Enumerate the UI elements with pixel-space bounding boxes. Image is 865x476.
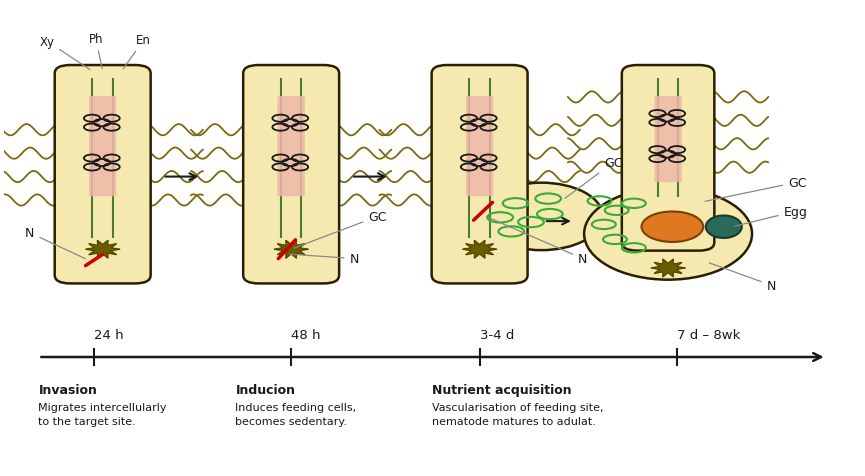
Text: Vascularisation of feeding site,
nematode matures to adulat.: Vascularisation of feeding site, nematod… — [432, 402, 604, 426]
Text: Ph: Ph — [88, 33, 103, 69]
Text: 3-4 d: 3-4 d — [479, 328, 514, 341]
Text: Induces feeding cells,
becomes sedentary.: Induces feeding cells, becomes sedentary… — [235, 402, 356, 426]
Text: N: N — [709, 263, 776, 292]
Text: Invasion: Invasion — [38, 383, 97, 396]
Text: N: N — [290, 253, 359, 266]
FancyBboxPatch shape — [243, 66, 339, 284]
Text: Inducion: Inducion — [235, 383, 296, 396]
Text: Migrates intercellularly
to the target site.: Migrates intercellularly to the target s… — [38, 402, 167, 426]
FancyBboxPatch shape — [432, 66, 528, 284]
FancyBboxPatch shape — [622, 66, 714, 251]
Text: N: N — [486, 217, 587, 266]
Polygon shape — [86, 241, 120, 258]
Polygon shape — [651, 259, 685, 278]
FancyBboxPatch shape — [466, 97, 493, 197]
FancyBboxPatch shape — [89, 97, 117, 197]
Ellipse shape — [642, 212, 703, 242]
Text: 7 d – 8wk: 7 d – 8wk — [676, 328, 740, 341]
Circle shape — [479, 183, 603, 251]
Text: GC: GC — [294, 210, 387, 248]
FancyBboxPatch shape — [655, 97, 682, 183]
Text: Nutrient acquisition: Nutrient acquisition — [432, 383, 572, 396]
Polygon shape — [463, 241, 497, 258]
FancyBboxPatch shape — [54, 66, 151, 284]
Text: 24 h: 24 h — [94, 328, 124, 341]
Text: 48 h: 48 h — [292, 328, 321, 341]
Text: Egg: Egg — [735, 205, 808, 227]
Text: GC: GC — [565, 157, 622, 199]
Text: En: En — [123, 34, 151, 69]
Polygon shape — [274, 241, 308, 258]
Ellipse shape — [706, 216, 742, 238]
Text: N: N — [25, 227, 86, 259]
Text: Xy: Xy — [40, 36, 90, 70]
Text: GC: GC — [705, 176, 806, 202]
Circle shape — [584, 188, 752, 280]
FancyBboxPatch shape — [278, 97, 304, 197]
